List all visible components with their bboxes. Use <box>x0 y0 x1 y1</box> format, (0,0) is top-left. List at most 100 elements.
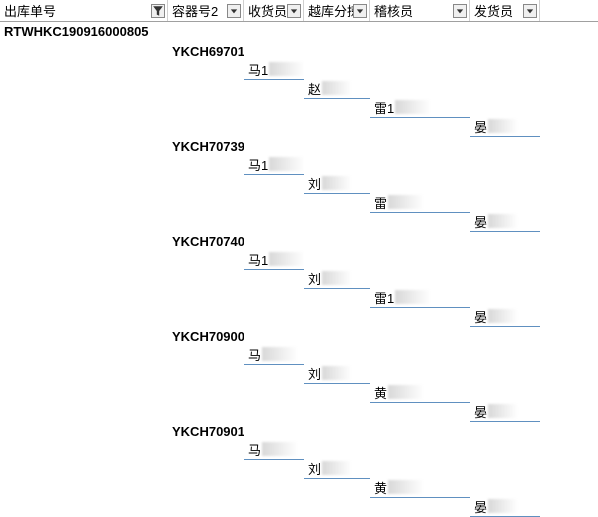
chevron-down-icon[interactable] <box>453 4 467 18</box>
shipper-cell: 晏 <box>470 307 540 327</box>
table-header-row: 出库单号 容器号2 收货员 越库分拣 稽核员 发货员 <box>0 0 598 22</box>
auditor-cell: 雷1 <box>370 288 470 308</box>
shipper-cell-text: 晏 <box>474 497 487 516</box>
cross-cell: 刘 <box>304 269 370 289</box>
receiver-cell-text: 马1 <box>248 60 268 79</box>
table-row: 刘 <box>0 174 598 193</box>
col-header-receiver[interactable]: 收货员 <box>244 0 304 21</box>
container-cell: YKCH70901 <box>168 422 244 438</box>
table-row: 马1 <box>0 60 598 79</box>
container-cell-text: YKCH69701 <box>172 44 244 59</box>
table-row: 晏 <box>0 212 598 231</box>
chevron-down-icon[interactable] <box>227 4 241 18</box>
receiver-cell-text: 马1 <box>248 155 268 174</box>
auditor-cell-text: 雷 <box>374 193 387 212</box>
redacted-blur <box>262 347 298 361</box>
cross-cell: 刘 <box>304 364 370 384</box>
container-cell: YKCH70740 <box>168 232 244 248</box>
auditor-cell: 黄 <box>370 383 470 403</box>
auditor-cell: 雷1 <box>370 98 470 118</box>
cross-cell: 刘 <box>304 459 370 479</box>
redacted-blur <box>395 290 431 304</box>
auditor-cell: 黄 <box>370 478 470 498</box>
chevron-down-icon[interactable] <box>353 4 367 18</box>
redacted-blur <box>488 214 518 228</box>
table-row: 刘 <box>0 459 598 478</box>
container-cell-text: YKCH70900 <box>172 329 244 344</box>
receiver-cell-text: 马 <box>248 440 261 459</box>
col-header-label: 发货员 <box>474 1 523 20</box>
redacted-blur <box>322 366 352 380</box>
col-header-order[interactable]: 出库单号 <box>0 0 168 21</box>
table-row: 黄 <box>0 478 598 497</box>
cross-cell: 刘 <box>304 174 370 194</box>
col-header-cross[interactable]: 越库分拣 <box>304 0 370 21</box>
shipper-cell-text: 晏 <box>474 212 487 231</box>
receiver-cell: 马 <box>244 440 304 460</box>
order-id-cell: RTWHKC190916000805 <box>0 24 168 39</box>
shipper-cell: 晏 <box>470 402 540 422</box>
col-header-label: 稽核员 <box>374 1 453 20</box>
auditor-cell-text: 雷1 <box>374 98 394 117</box>
redacted-blur <box>388 480 424 494</box>
col-header-label: 容器号2 <box>172 1 227 20</box>
shipper-cell-text: 晏 <box>474 307 487 326</box>
shipper-cell: 晏 <box>470 117 540 137</box>
col-header-auditor[interactable]: 稽核员 <box>370 0 470 21</box>
redacted-blur <box>322 176 352 190</box>
cross-cell-text: 刘 <box>308 364 321 383</box>
redacted-blur <box>488 119 518 133</box>
table-row: YKCH69701 <box>0 41 598 60</box>
cross-cell: 赵 <box>304 79 370 99</box>
auditor-cell: 雷 <box>370 193 470 213</box>
redacted-blur <box>269 62 304 76</box>
col-header-label: 出库单号 <box>4 1 151 20</box>
container-cell-text: YKCH70739 <box>172 139 244 154</box>
table-row: 刘 <box>0 269 598 288</box>
table-row: 马1 <box>0 250 598 269</box>
redacted-blur <box>322 81 352 95</box>
col-header-label: 收货员 <box>248 1 287 20</box>
table-row: 晏 <box>0 307 598 326</box>
groups-container: YKCH69701马1赵雷1晏YKCH70739马1刘雷晏YKCH70740马1… <box>0 41 598 516</box>
redacted-blur <box>388 195 424 209</box>
chevron-down-icon[interactable] <box>287 4 301 18</box>
table-row: 马1 <box>0 155 598 174</box>
table-row: 晏 <box>0 402 598 421</box>
receiver-cell: 马1 <box>244 60 304 80</box>
table-row: YKCH70739 <box>0 136 598 155</box>
table-row: 黄 <box>0 383 598 402</box>
auditor-cell-text: 黄 <box>374 478 387 497</box>
funnel-icon[interactable] <box>151 4 165 18</box>
col-header-label: 越库分拣 <box>308 1 353 20</box>
receiver-cell-text: 马1 <box>248 250 268 269</box>
shipper-cell-text: 晏 <box>474 402 487 421</box>
table-row: 马 <box>0 440 598 459</box>
col-header-container[interactable]: 容器号2 <box>168 0 244 21</box>
chevron-down-icon[interactable] <box>523 4 537 18</box>
redacted-blur <box>488 499 518 513</box>
table-row: 马 <box>0 345 598 364</box>
redacted-blur <box>269 157 304 171</box>
cross-cell-text: 刘 <box>308 174 321 193</box>
receiver-cell: 马1 <box>244 155 304 175</box>
container-cell: YKCH70900 <box>168 327 244 343</box>
redacted-blur <box>269 252 304 266</box>
table-row: YKCH70740 <box>0 231 598 250</box>
redacted-blur <box>488 404 518 418</box>
table-row: YKCH70900 <box>0 326 598 345</box>
redacted-blur <box>322 271 352 285</box>
col-header-shipper[interactable]: 发货员 <box>470 0 540 21</box>
redacted-blur <box>322 461 352 475</box>
cross-cell-text: 刘 <box>308 459 321 478</box>
receiver-cell-text: 马 <box>248 345 261 364</box>
table-row: 刘 <box>0 364 598 383</box>
shipper-cell-text: 晏 <box>474 117 487 136</box>
container-cell-text: YKCH70901 <box>172 424 244 439</box>
table-row: 雷 <box>0 193 598 212</box>
cross-cell-text: 赵 <box>308 79 321 98</box>
redacted-blur <box>262 442 298 456</box>
table-row: YKCH70901 <box>0 421 598 440</box>
redacted-blur <box>488 309 518 323</box>
auditor-cell-text: 黄 <box>374 383 387 402</box>
